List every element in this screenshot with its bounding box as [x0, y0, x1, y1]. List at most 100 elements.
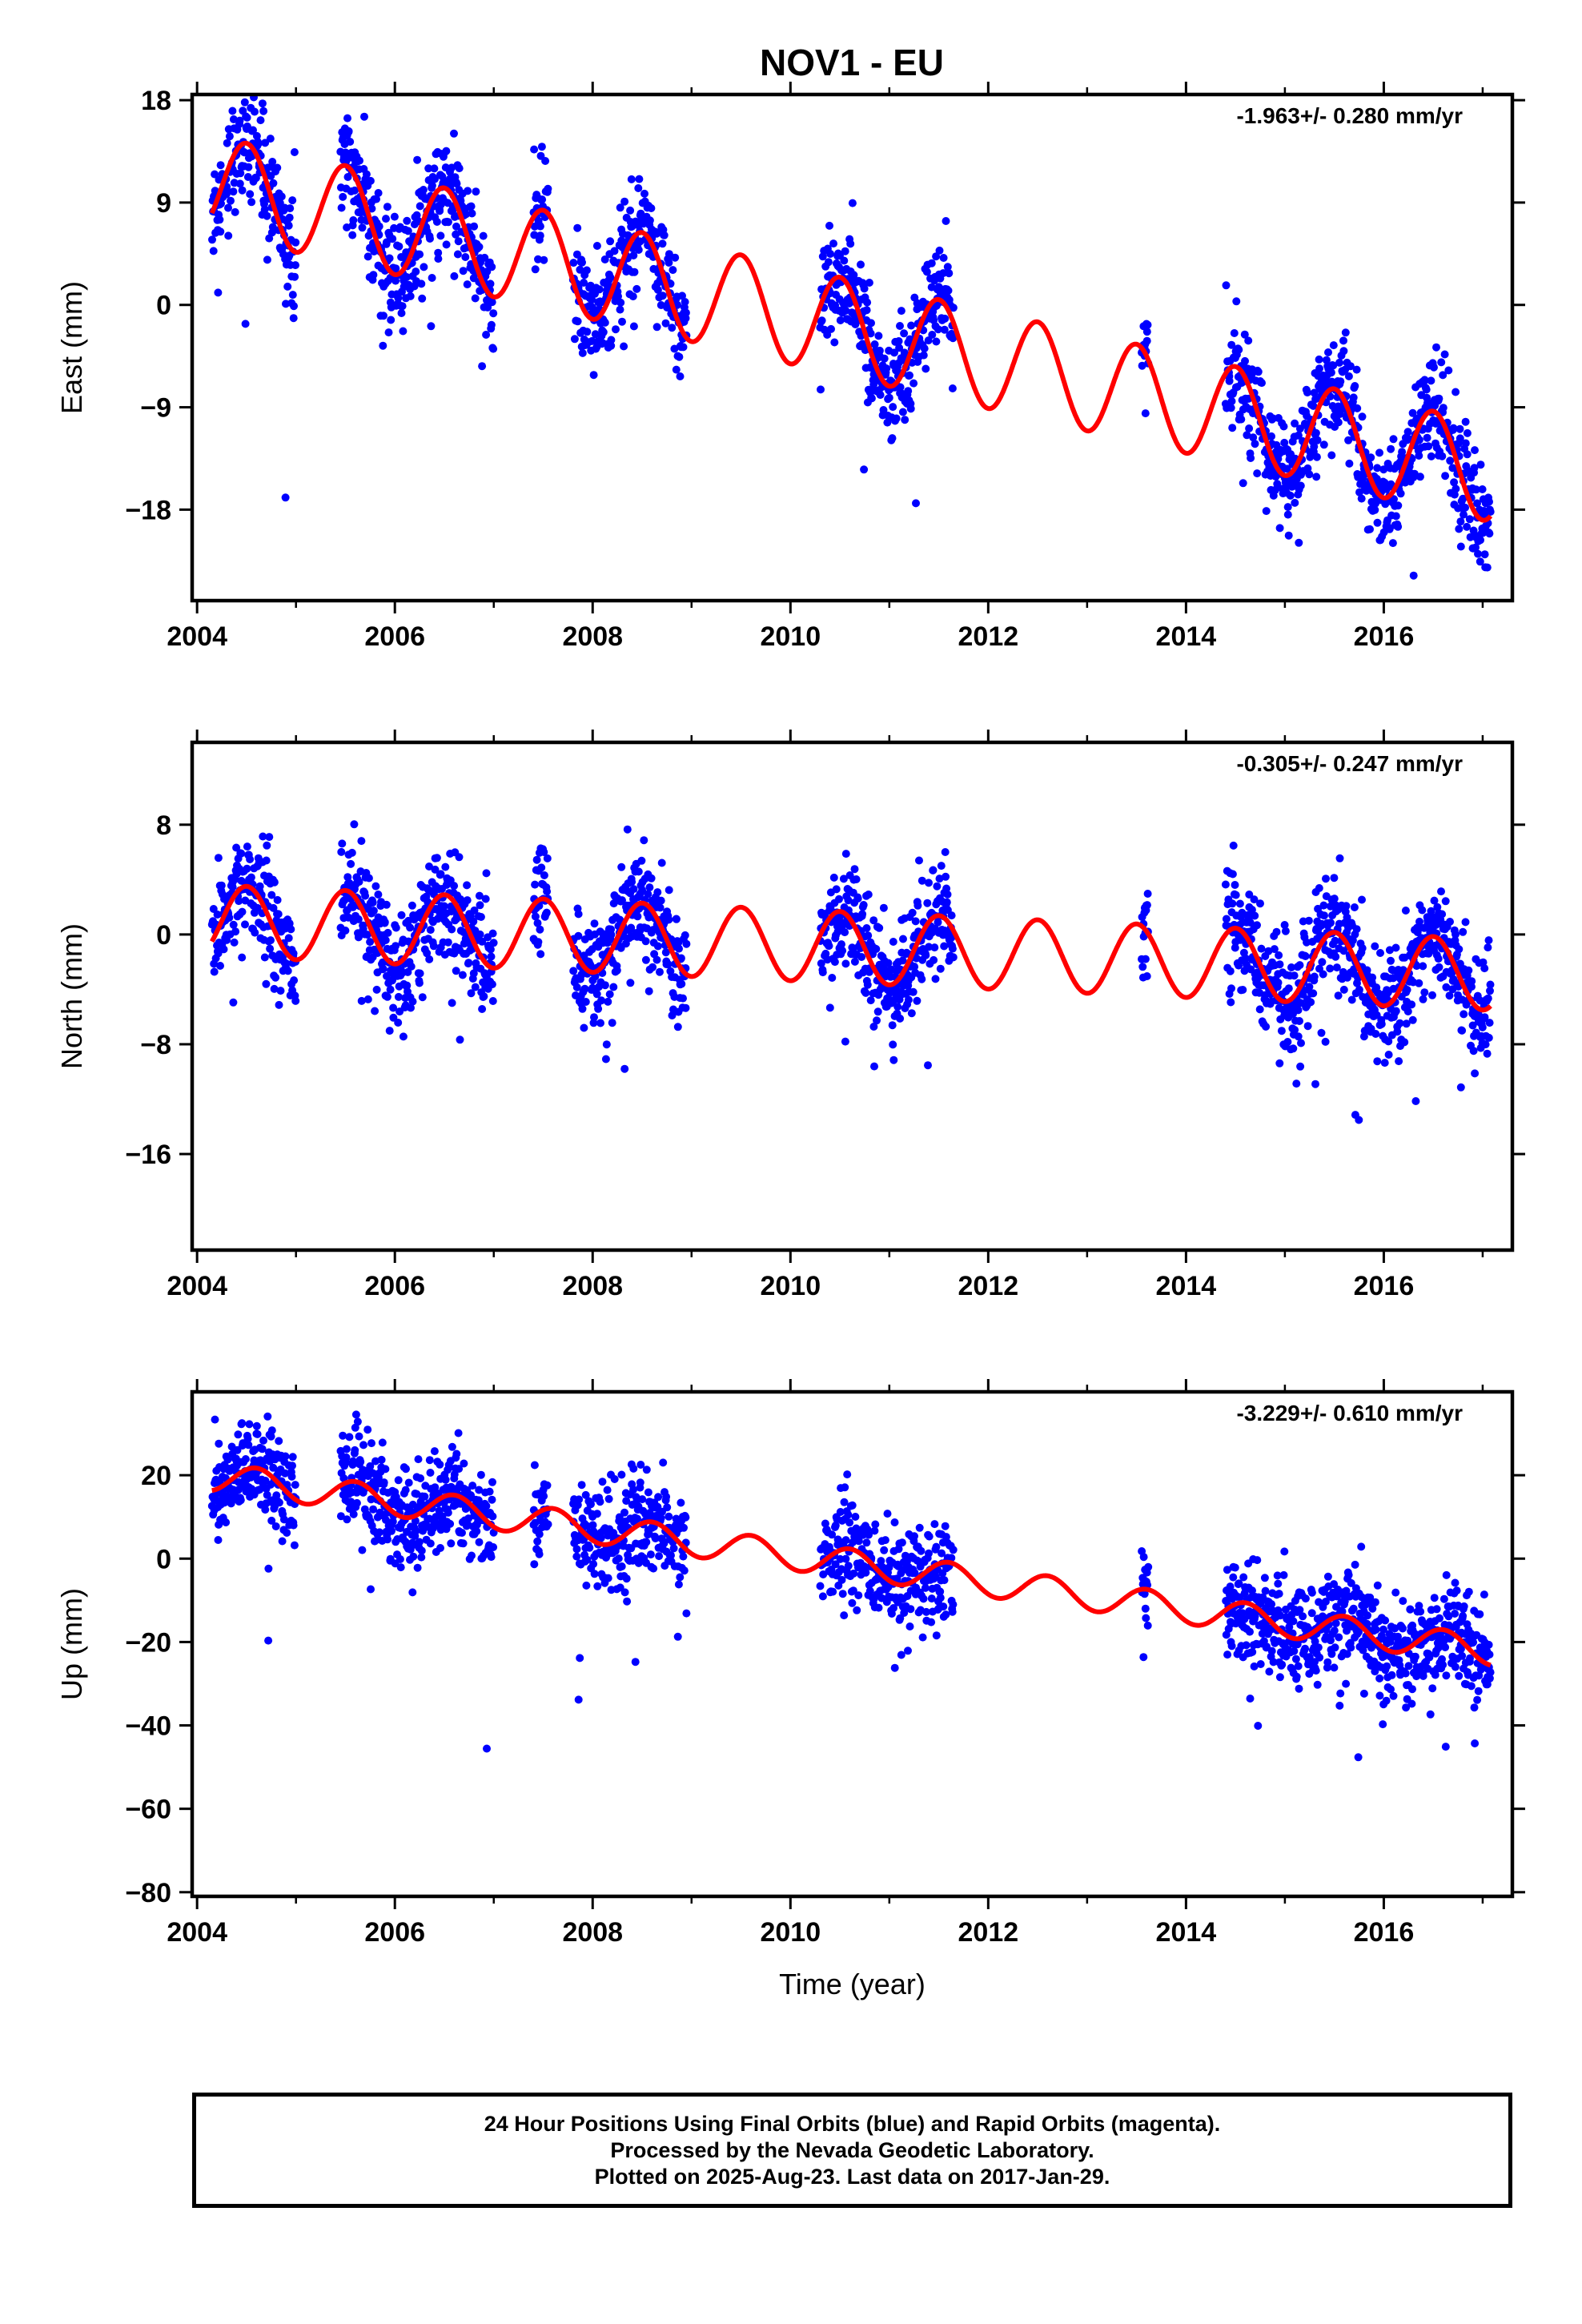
- data-point: [259, 107, 268, 115]
- data-point: [629, 885, 638, 894]
- data-point: [889, 1040, 897, 1049]
- data-point: [1313, 436, 1322, 444]
- data-point: [922, 1607, 930, 1616]
- data-point: [402, 1465, 410, 1474]
- data-point: [1419, 962, 1427, 971]
- data-point: [1250, 1662, 1259, 1671]
- data-point: [1227, 998, 1235, 1007]
- data-point: [438, 172, 447, 181]
- data-point: [282, 959, 291, 968]
- data-point: [1387, 444, 1395, 453]
- data-point: [1400, 1038, 1409, 1047]
- data-point: [876, 391, 885, 400]
- data-point: [1452, 485, 1460, 493]
- data-point: [1138, 963, 1147, 971]
- data-point: [1227, 1642, 1236, 1651]
- data-point: [351, 1445, 359, 1454]
- data-point: [377, 1455, 386, 1464]
- data-point: [401, 1486, 410, 1494]
- data-point: [680, 1566, 689, 1575]
- data-point: [1321, 1037, 1330, 1046]
- data-point: [394, 294, 403, 303]
- data-point: [408, 1588, 417, 1597]
- data-point: [358, 223, 367, 232]
- data-point: [1280, 921, 1289, 929]
- data-point: [910, 1569, 919, 1578]
- data-point: [480, 253, 489, 262]
- data-point: [673, 1023, 682, 1031]
- data-point: [1371, 505, 1379, 514]
- data-point: [825, 1003, 834, 1012]
- data-point: [849, 1586, 857, 1595]
- data-point: [829, 873, 838, 882]
- data-point: [888, 434, 897, 443]
- data-point: [290, 976, 299, 985]
- data-point: [214, 854, 223, 862]
- data-point: [1286, 491, 1295, 500]
- data-point: [1484, 994, 1492, 1003]
- data-point: [1336, 377, 1345, 386]
- data-point: [917, 1546, 926, 1555]
- data-point: [381, 936, 390, 944]
- panel-north: 2004 2006 2008 2010 2012 2014 201680−8−16North…: [55, 730, 1525, 1301]
- data-point: [417, 1553, 426, 1562]
- data-point: [383, 203, 391, 211]
- data-point: [339, 192, 347, 201]
- data-point: [258, 1445, 267, 1454]
- data-point: [1433, 903, 1442, 911]
- data-point: [461, 253, 470, 261]
- data-point: [1284, 984, 1293, 993]
- data-point: [1460, 1010, 1468, 1019]
- data-point: [629, 322, 638, 331]
- data-point: [1275, 1059, 1284, 1068]
- data-point: [1141, 1604, 1150, 1613]
- data-point: [677, 954, 685, 963]
- data-point: [656, 1514, 665, 1522]
- data-point: [214, 949, 223, 958]
- data-point: [1461, 417, 1470, 426]
- data-point: [471, 294, 480, 303]
- data-point: [587, 1500, 595, 1509]
- data-point: [1291, 419, 1299, 428]
- y-tick-label: −16: [125, 1140, 171, 1170]
- y-tick-label: −18: [125, 495, 171, 525]
- data-point: [1235, 345, 1243, 354]
- data-point: [1469, 1047, 1478, 1055]
- data-point: [1222, 281, 1231, 290]
- data-point: [1377, 1019, 1386, 1028]
- data-point: [938, 1549, 946, 1558]
- data-point: [355, 878, 363, 887]
- data-point: [641, 937, 650, 946]
- data-point: [858, 910, 867, 919]
- data-point: [672, 915, 681, 923]
- data-point: [1371, 942, 1379, 951]
- data-point: [1484, 1033, 1493, 1042]
- data-point: [219, 945, 228, 954]
- data-point: [1458, 1026, 1467, 1035]
- data-point: [1289, 1044, 1298, 1053]
- data-point: [1271, 485, 1279, 494]
- data-point: [839, 875, 848, 883]
- data-point: [638, 1495, 647, 1504]
- data-point: [1142, 1614, 1150, 1622]
- data-point: [258, 99, 267, 108]
- data-point: [459, 1539, 468, 1548]
- x-tick-label: 2012: [958, 1271, 1019, 1301]
- data-point: [1275, 951, 1283, 959]
- data-point: [889, 1055, 898, 1064]
- data-point: [225, 914, 234, 922]
- data-point: [470, 906, 479, 915]
- data-point: [1331, 936, 1339, 945]
- data-point: [936, 964, 945, 973]
- data-point: [1303, 1022, 1312, 1031]
- x-tick-label: 2012: [958, 621, 1019, 652]
- data-point: [1256, 899, 1264, 908]
- y-axis-label: East (mm): [55, 281, 88, 414]
- data-point: [430, 1447, 439, 1456]
- data-point: [1315, 884, 1323, 892]
- data-point: [1344, 436, 1353, 444]
- data-point: [263, 211, 271, 220]
- data-point: [1254, 368, 1263, 376]
- data-point: [381, 1465, 390, 1474]
- rate-label: -1.963+/- 0.280 mm/yr: [1236, 103, 1463, 128]
